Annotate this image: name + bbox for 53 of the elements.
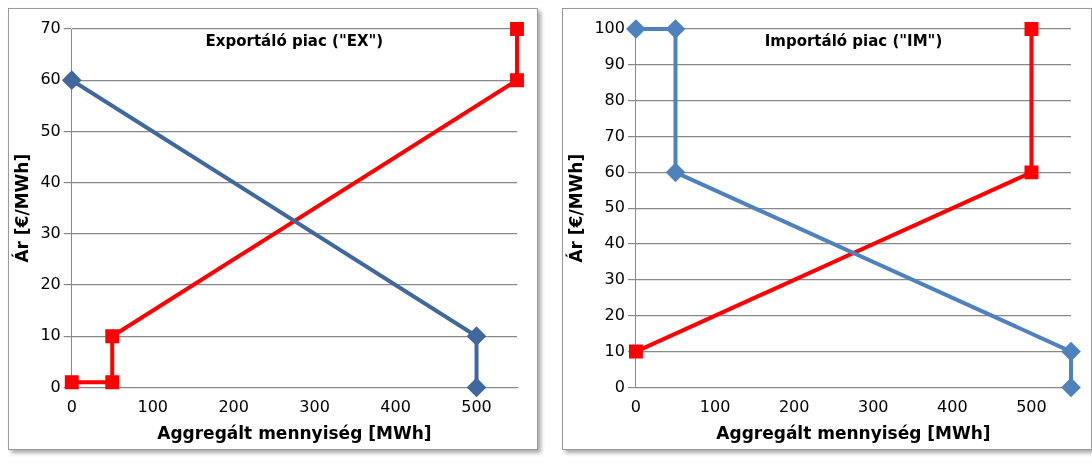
x-tick-label: 500	[1016, 397, 1047, 417]
y-tick-label: 20	[604, 304, 625, 324]
x-tick-label: 200	[778, 397, 810, 417]
y-tick-label: 70	[40, 18, 61, 38]
x-tick-label: 0	[630, 397, 642, 417]
y-tick-label: 50	[40, 120, 61, 140]
y-tick-label: 50	[604, 197, 625, 217]
y-tick-label: 90	[604, 54, 625, 73]
point	[628, 344, 643, 359]
x-tick-label: 400	[937, 397, 968, 417]
point	[467, 327, 486, 346]
point	[1062, 342, 1080, 361]
y-axis-title: Ár [€/MWh]	[564, 153, 586, 263]
y-tick-label: 30	[40, 222, 61, 242]
x-tick-label: 300	[299, 397, 330, 417]
x-tick-label: 200	[218, 397, 249, 417]
point	[1062, 378, 1080, 397]
point	[510, 22, 524, 36]
x-tick-label: 400	[380, 397, 411, 417]
point	[467, 378, 486, 397]
point	[510, 73, 524, 88]
x-tick-label: 500	[461, 397, 492, 417]
x-tick-label: 300	[857, 397, 889, 417]
chart-title: Exportáló piac ("EX")	[205, 32, 384, 51]
point	[666, 163, 685, 182]
y-tick-label: 80	[604, 89, 625, 109]
x-axis-title: Aggregált mennyiség [MWh]	[157, 423, 432, 444]
y-tick-label: 10	[604, 340, 625, 360]
x-tick-label: 100	[699, 397, 731, 417]
y-tick-label: 100	[594, 18, 625, 38]
point	[105, 329, 120, 344]
y-tick-label: 30	[604, 269, 625, 289]
x-axis-title: Aggregált mennyiség [MWh]	[716, 423, 991, 444]
y-tick-label: 40	[40, 171, 61, 191]
y-tick-label: 10	[40, 325, 61, 345]
point	[62, 71, 81, 90]
point	[666, 20, 685, 38]
x-tick-label: 0	[66, 397, 77, 417]
y-tick-label: 0	[614, 376, 625, 396]
y-tick-label: 0	[50, 376, 61, 396]
point	[1024, 165, 1039, 180]
y-tick-label: 70	[604, 125, 625, 145]
point	[1024, 22, 1039, 36]
point	[64, 375, 79, 390]
y-tick-label: 40	[604, 233, 625, 253]
y-tick-label: 60	[40, 69, 61, 89]
y-tick-label: 60	[604, 161, 625, 181]
chart-title: Importáló piac ("IM")	[764, 32, 943, 51]
point	[105, 375, 120, 390]
y-tick-label: 20	[40, 274, 61, 294]
point	[626, 20, 645, 38]
x-tick-label: 100	[137, 397, 168, 417]
y-axis-title: Ár [€/MWh]	[10, 153, 32, 263]
